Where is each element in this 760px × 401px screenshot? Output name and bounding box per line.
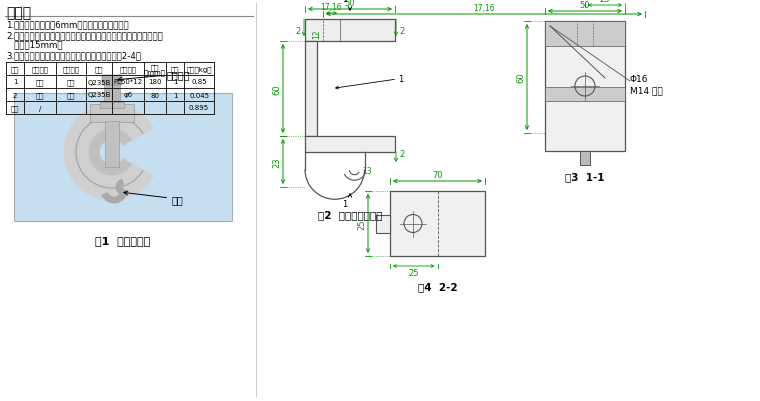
Text: 2: 2 — [296, 26, 301, 35]
FancyBboxPatch shape — [102, 76, 122, 86]
Text: 0.85: 0.85 — [192, 79, 207, 85]
Text: 1: 1 — [342, 0, 347, 4]
Text: 80: 80 — [150, 92, 160, 98]
Bar — [14, 94, 232, 221]
Bar — [545, 88, 625, 102]
Text: 1: 1 — [398, 75, 404, 84]
Text: 3.梁下安全网夹具材料表如下表所示，尺寸详见图2-4。: 3.梁下安全网夹具材料表如下表所示，尺寸详见图2-4。 — [6, 51, 141, 60]
Text: 25: 25 — [409, 268, 419, 277]
Text: 挂钩: 挂钩 — [124, 192, 184, 205]
Text: 0.045: 0.045 — [189, 92, 209, 98]
Text: φ6: φ6 — [123, 92, 132, 98]
Text: 180: 180 — [148, 79, 162, 85]
Text: 2: 2 — [13, 92, 17, 98]
Text: 1: 1 — [13, 79, 17, 85]
Text: 重量（kg）: 重量（kg） — [186, 66, 212, 73]
Text: 1: 1 — [342, 200, 347, 209]
Text: 圆钢: 圆钢 — [67, 92, 75, 99]
Text: 编号: 编号 — [11, 66, 19, 73]
Text: 17,16: 17,16 — [473, 4, 495, 13]
Text: 50: 50 — [345, 0, 355, 8]
Text: 夹具: 夹具 — [36, 79, 44, 85]
Bar — [105, 122, 119, 168]
Text: 60: 60 — [272, 84, 281, 95]
Bar — [580, 152, 590, 166]
Text: 2.夹具由夹具主部件与挂钩焊接而成，其中挂钩与夹具的焊缝长度不: 2.夹具由夹具主部件与挂钩焊接而成，其中挂钩与夹具的焊缝长度不 — [6, 31, 163, 40]
Bar — [545, 22, 625, 152]
Text: /: / — [39, 105, 41, 111]
Text: 25: 25 — [357, 219, 366, 229]
Bar — [305, 20, 395, 42]
Text: 1.梁下夹具挂钩采用6mm圆钢经机械加工而成。: 1.梁下夹具挂钩采用6mm圆钢经机械加工而成。 — [6, 20, 128, 29]
Bar — [104, 85, 120, 105]
Bar — [376, 215, 390, 233]
Text: 0.895: 0.895 — [189, 105, 209, 111]
Text: Q235B: Q235B — [87, 79, 111, 85]
Bar — [305, 137, 395, 153]
Bar — [390, 192, 485, 256]
Bar — [90, 105, 134, 123]
Text: 图4  2-2: 图4 2-2 — [418, 281, 458, 291]
Text: 说明：: 说明： — [6, 6, 31, 20]
Text: 25: 25 — [600, 0, 610, 4]
Text: Q235B: Q235B — [87, 92, 111, 98]
Text: 50: 50 — [580, 1, 591, 10]
Text: 图3  1-1: 图3 1-1 — [565, 172, 605, 182]
Text: 组件名称: 组件名称 — [31, 66, 49, 73]
Text: 2: 2 — [399, 26, 404, 35]
Text: Φ16: Φ16 — [630, 74, 648, 83]
Text: 70: 70 — [432, 170, 443, 180]
Text: 图1  夹具效果图: 图1 夹具效果图 — [95, 235, 150, 245]
Text: 合计: 合计 — [11, 105, 19, 111]
Text: 12: 12 — [312, 29, 321, 38]
Text: 材质: 材质 — [95, 66, 103, 73]
Text: （mm）: （mm） — [144, 69, 166, 76]
Text: 材料类别: 材料类别 — [62, 66, 80, 73]
Text: 1: 1 — [173, 92, 177, 98]
Text: 2: 2 — [399, 150, 404, 159]
Text: 长度: 长度 — [150, 64, 160, 71]
Text: 材料规格: 材料规格 — [119, 66, 137, 73]
Text: M14 螺栓: M14 螺栓 — [630, 86, 663, 95]
Text: 图2  下夹具尺寸详图: 图2 下夹具尺寸详图 — [318, 209, 382, 219]
Text: 钢板: 钢板 — [67, 79, 75, 85]
Text: 1: 1 — [173, 79, 177, 85]
Text: 13: 13 — [363, 166, 372, 175]
Text: 23: 23 — [272, 157, 281, 167]
Text: PL50*12: PL50*12 — [113, 79, 143, 85]
Bar — [100, 103, 124, 109]
Text: 数量: 数量 — [171, 66, 179, 73]
Text: 挂钩: 挂钩 — [36, 92, 44, 99]
Text: 60: 60 — [516, 73, 525, 83]
Text: 17,16: 17,16 — [321, 3, 342, 12]
Text: 紧固螺栓: 紧固螺栓 — [118, 70, 191, 82]
Text: 得小于15mm。: 得小于15mm。 — [6, 40, 62, 49]
Bar — [305, 42, 317, 137]
Bar — [545, 22, 625, 47]
